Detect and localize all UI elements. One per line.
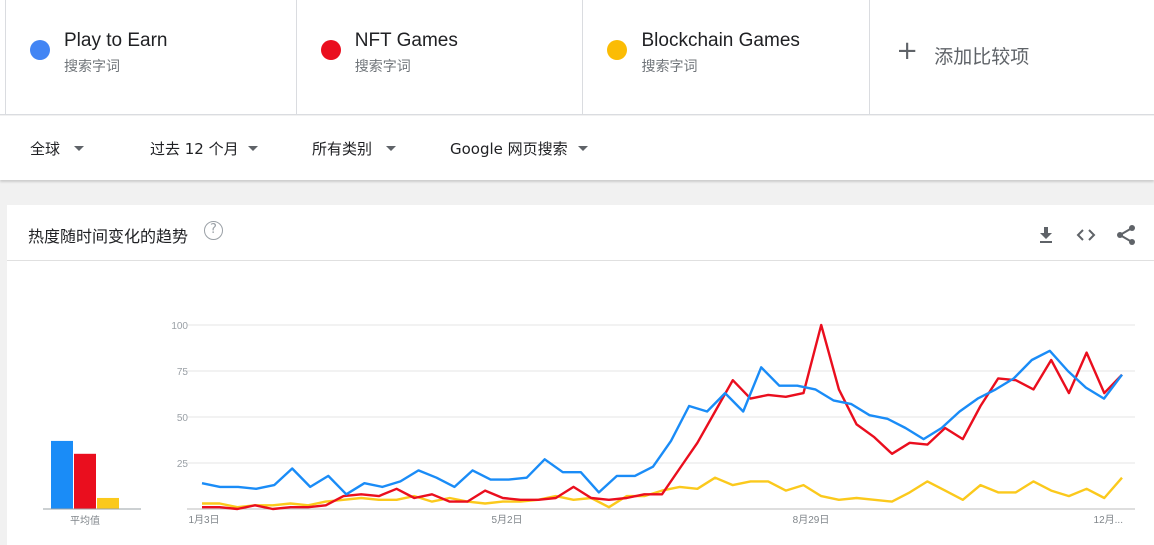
series-line — [202, 323, 1123, 511]
region-dropdown[interactable]: 全球 — [30, 138, 85, 159]
y-tick-label: 75 — [177, 367, 189, 378]
download-icon[interactable] — [1034, 223, 1058, 247]
x-tick-label: 5月2日 — [491, 514, 522, 526]
caret-down-icon — [247, 146, 258, 151]
caret-down-icon — [386, 146, 397, 151]
category-dropdown[interactable]: 所有类别 — [312, 138, 397, 159]
caret-down-icon — [74, 146, 85, 151]
term-label[interactable]: Blockchain Games — [641, 30, 800, 51]
trend-chart: 100 75 50 25 1月3日 5月2日 8月29日 12月... 平均值 — [43, 321, 1135, 527]
caret-down-icon — [577, 146, 588, 151]
term-label[interactable]: Play to Earn — [64, 30, 168, 51]
y-tick-label: 100 — [171, 321, 188, 332]
time-range-dropdown[interactable]: 过去 12 个月 — [150, 138, 258, 159]
card-divider — [7, 260, 1154, 261]
category-label: 所有类别 — [312, 140, 373, 158]
term-type: 搜索字词 — [64, 59, 120, 75]
interest-over-time-card: 热度随时间变化的趋势 ? 100 75 50 25 1月3日 5月2日 8月29日 12月..… — [7, 205, 1154, 545]
add-comparison-label: 添加比较项 — [934, 46, 1030, 68]
x-tick-label: 12月... — [1094, 514, 1123, 526]
average-bar — [97, 497, 119, 509]
term-color-dot — [320, 40, 341, 60]
x-tick-label: 1月3日 — [188, 514, 219, 526]
term-type: 搜索字词 — [641, 59, 698, 75]
term-card-2[interactable]: NFT Games 搜索字词 — [295, 0, 583, 115]
help-icon[interactable]: ? — [204, 221, 223, 240]
term-card-1[interactable]: Play to Earn 搜索字词 — [5, 0, 296, 115]
y-tick-label: 50 — [177, 413, 189, 424]
search-type-label: Google 网页搜索 — [450, 140, 568, 158]
x-tick-label: 8月29日 — [793, 514, 830, 526]
embed-code-icon[interactable] — [1074, 223, 1098, 247]
average-bar — [74, 453, 96, 509]
region-label: 全球 — [30, 140, 61, 158]
add-comparison-button[interactable]: + 添加比较项 — [869, 0, 1154, 115]
search-type-dropdown[interactable]: Google 网页搜索 — [450, 138, 588, 159]
share-icon[interactable] — [1114, 223, 1138, 247]
term-card-3[interactable]: Blockchain Games 搜索字词 — [582, 0, 869, 115]
term-color-dot — [30, 40, 50, 60]
term-type: 搜索字词 — [354, 59, 411, 75]
y-tick-label: 25 — [177, 459, 189, 470]
average-label: 平均值 — [70, 514, 100, 527]
series-line — [201, 349, 1123, 496]
term-color-dot — [607, 40, 628, 60]
time-range-label: 过去 12 个月 — [150, 140, 239, 158]
average-bar — [51, 440, 73, 509]
filter-bar: 全球 过去 12 个月 所有类别 Google 网页搜索 — [0, 116, 1154, 180]
comparison-bar: Play to Earn 搜索字词 NFT Games 搜索字词 Blockch… — [0, 0, 1154, 115]
card-title: 热度随时间变化的趋势 — [28, 227, 189, 246]
term-label[interactable]: NFT Games — [354, 30, 458, 51]
plus-icon: + — [896, 36, 919, 66]
series-line — [202, 476, 1123, 509]
